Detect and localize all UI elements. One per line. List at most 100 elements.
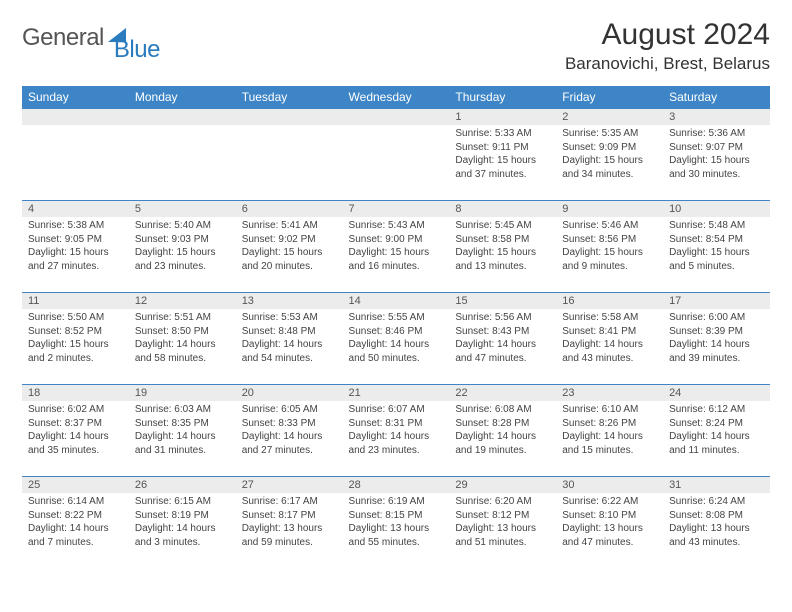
sunset-text: Sunset: 8:58 PM xyxy=(455,233,550,247)
calendar-day-cell: 16Sunrise: 5:58 AMSunset: 8:41 PMDayligh… xyxy=(556,293,663,385)
daylight-text: Daylight: 15 hours and 34 minutes. xyxy=(562,154,657,181)
day-details xyxy=(343,125,450,185)
day-details xyxy=(129,125,236,185)
brand-word-2: Blue xyxy=(114,36,160,64)
sunset-text: Sunset: 8:56 PM xyxy=(562,233,657,247)
day-details: Sunrise: 5:46 AMSunset: 8:56 PMDaylight:… xyxy=(556,217,663,277)
calendar-day-cell: 20Sunrise: 6:05 AMSunset: 8:33 PMDayligh… xyxy=(236,385,343,477)
day-details: Sunrise: 5:45 AMSunset: 8:58 PMDaylight:… xyxy=(449,217,556,277)
calendar-day-cell: 13Sunrise: 5:53 AMSunset: 8:48 PMDayligh… xyxy=(236,293,343,385)
daylight-text: Daylight: 13 hours and 47 minutes. xyxy=(562,522,657,549)
calendar-week-row: 25Sunrise: 6:14 AMSunset: 8:22 PMDayligh… xyxy=(22,477,770,569)
day-number: 11 xyxy=(22,293,129,309)
day-details: Sunrise: 5:35 AMSunset: 9:09 PMDaylight:… xyxy=(556,125,663,185)
calendar-day-cell: 27Sunrise: 6:17 AMSunset: 8:17 PMDayligh… xyxy=(236,477,343,569)
weekday-header: Thursday xyxy=(449,86,556,109)
sunrise-text: Sunrise: 5:40 AM xyxy=(135,219,230,233)
sunset-text: Sunset: 8:22 PM xyxy=(28,509,123,523)
sunset-text: Sunset: 8:35 PM xyxy=(135,417,230,431)
day-details: Sunrise: 6:00 AMSunset: 8:39 PMDaylight:… xyxy=(663,309,770,369)
sunset-text: Sunset: 8:33 PM xyxy=(242,417,337,431)
calendar-day-cell: 23Sunrise: 6:10 AMSunset: 8:26 PMDayligh… xyxy=(556,385,663,477)
sunrise-text: Sunrise: 5:53 AM xyxy=(242,311,337,325)
daylight-text: Daylight: 14 hours and 50 minutes. xyxy=(349,338,444,365)
sunset-text: Sunset: 8:50 PM xyxy=(135,325,230,339)
calendar-day-cell: 11Sunrise: 5:50 AMSunset: 8:52 PMDayligh… xyxy=(22,293,129,385)
day-number: 24 xyxy=(663,385,770,401)
day-number: 16 xyxy=(556,293,663,309)
day-details: Sunrise: 6:10 AMSunset: 8:26 PMDaylight:… xyxy=(556,401,663,461)
day-details: Sunrise: 5:56 AMSunset: 8:43 PMDaylight:… xyxy=(449,309,556,369)
sunset-text: Sunset: 8:41 PM xyxy=(562,325,657,339)
calendar-day-cell: 1Sunrise: 5:33 AMSunset: 9:11 PMDaylight… xyxy=(449,109,556,201)
day-number: 22 xyxy=(449,385,556,401)
day-number: 12 xyxy=(129,293,236,309)
calendar-week-row: 4Sunrise: 5:38 AMSunset: 9:05 PMDaylight… xyxy=(22,201,770,293)
day-number: 26 xyxy=(129,477,236,493)
sunset-text: Sunset: 9:00 PM xyxy=(349,233,444,247)
daylight-text: Daylight: 13 hours and 51 minutes. xyxy=(455,522,550,549)
sunset-text: Sunset: 9:09 PM xyxy=(562,141,657,155)
calendar-day-cell: 8Sunrise: 5:45 AMSunset: 8:58 PMDaylight… xyxy=(449,201,556,293)
sunset-text: Sunset: 8:37 PM xyxy=(28,417,123,431)
day-details: Sunrise: 5:41 AMSunset: 9:02 PMDaylight:… xyxy=(236,217,343,277)
day-number: 21 xyxy=(343,385,450,401)
day-number: 28 xyxy=(343,477,450,493)
day-number: 1 xyxy=(449,109,556,125)
daylight-text: Daylight: 15 hours and 23 minutes. xyxy=(135,246,230,273)
daylight-text: Daylight: 14 hours and 35 minutes. xyxy=(28,430,123,457)
day-number: 10 xyxy=(663,201,770,217)
calendar-day-cell: 26Sunrise: 6:15 AMSunset: 8:19 PMDayligh… xyxy=(129,477,236,569)
sunrise-text: Sunrise: 6:12 AM xyxy=(669,403,764,417)
day-details: Sunrise: 6:07 AMSunset: 8:31 PMDaylight:… xyxy=(343,401,450,461)
sunset-text: Sunset: 8:24 PM xyxy=(669,417,764,431)
day-details: Sunrise: 5:58 AMSunset: 8:41 PMDaylight:… xyxy=(556,309,663,369)
calendar-day-cell: 18Sunrise: 6:02 AMSunset: 8:37 PMDayligh… xyxy=(22,385,129,477)
sunset-text: Sunset: 8:19 PM xyxy=(135,509,230,523)
sunset-text: Sunset: 9:05 PM xyxy=(28,233,123,247)
sunrise-text: Sunrise: 5:48 AM xyxy=(669,219,764,233)
sunrise-text: Sunrise: 6:24 AM xyxy=(669,495,764,509)
calendar-day-cell: 30Sunrise: 6:22 AMSunset: 8:10 PMDayligh… xyxy=(556,477,663,569)
sunset-text: Sunset: 8:52 PM xyxy=(28,325,123,339)
day-number: 7 xyxy=(343,201,450,217)
calendar-week-row: 11Sunrise: 5:50 AMSunset: 8:52 PMDayligh… xyxy=(22,293,770,385)
daylight-text: Daylight: 14 hours and 7 minutes. xyxy=(28,522,123,549)
sunrise-text: Sunrise: 6:02 AM xyxy=(28,403,123,417)
daylight-text: Daylight: 15 hours and 20 minutes. xyxy=(242,246,337,273)
day-details: Sunrise: 5:40 AMSunset: 9:03 PMDaylight:… xyxy=(129,217,236,277)
day-number: 25 xyxy=(22,477,129,493)
sunrise-text: Sunrise: 6:00 AM xyxy=(669,311,764,325)
calendar-week-row: 1Sunrise: 5:33 AMSunset: 9:11 PMDaylight… xyxy=(22,109,770,201)
day-details: Sunrise: 6:14 AMSunset: 8:22 PMDaylight:… xyxy=(22,493,129,553)
sunset-text: Sunset: 8:48 PM xyxy=(242,325,337,339)
sunrise-text: Sunrise: 5:45 AM xyxy=(455,219,550,233)
calendar-day-cell: 25Sunrise: 6:14 AMSunset: 8:22 PMDayligh… xyxy=(22,477,129,569)
sunrise-text: Sunrise: 5:36 AM xyxy=(669,127,764,141)
sunset-text: Sunset: 8:43 PM xyxy=(455,325,550,339)
daylight-text: Daylight: 15 hours and 37 minutes. xyxy=(455,154,550,181)
sunrise-text: Sunrise: 5:43 AM xyxy=(349,219,444,233)
weekday-header-row: Sunday Monday Tuesday Wednesday Thursday… xyxy=(22,86,770,109)
calendar-day-cell xyxy=(343,109,450,201)
day-number: 30 xyxy=(556,477,663,493)
sunset-text: Sunset: 9:07 PM xyxy=(669,141,764,155)
day-number: 31 xyxy=(663,477,770,493)
day-number: 27 xyxy=(236,477,343,493)
day-details: Sunrise: 6:05 AMSunset: 8:33 PMDaylight:… xyxy=(236,401,343,461)
sunrise-text: Sunrise: 6:07 AM xyxy=(349,403,444,417)
day-details: Sunrise: 5:38 AMSunset: 9:05 PMDaylight:… xyxy=(22,217,129,277)
daylight-text: Daylight: 13 hours and 43 minutes. xyxy=(669,522,764,549)
calendar-day-cell: 17Sunrise: 6:00 AMSunset: 8:39 PMDayligh… xyxy=(663,293,770,385)
weekday-header: Tuesday xyxy=(236,86,343,109)
day-number xyxy=(343,109,450,125)
day-number: 8 xyxy=(449,201,556,217)
daylight-text: Daylight: 14 hours and 43 minutes. xyxy=(562,338,657,365)
calendar-body: 1Sunrise: 5:33 AMSunset: 9:11 PMDaylight… xyxy=(22,109,770,569)
daylight-text: Daylight: 14 hours and 15 minutes. xyxy=(562,430,657,457)
daylight-text: Daylight: 13 hours and 59 minutes. xyxy=(242,522,337,549)
weekday-header: Friday xyxy=(556,86,663,109)
daylight-text: Daylight: 14 hours and 23 minutes. xyxy=(349,430,444,457)
calendar-table: Sunday Monday Tuesday Wednesday Thursday… xyxy=(22,86,770,569)
brand-logo: General Blue xyxy=(22,24,160,52)
